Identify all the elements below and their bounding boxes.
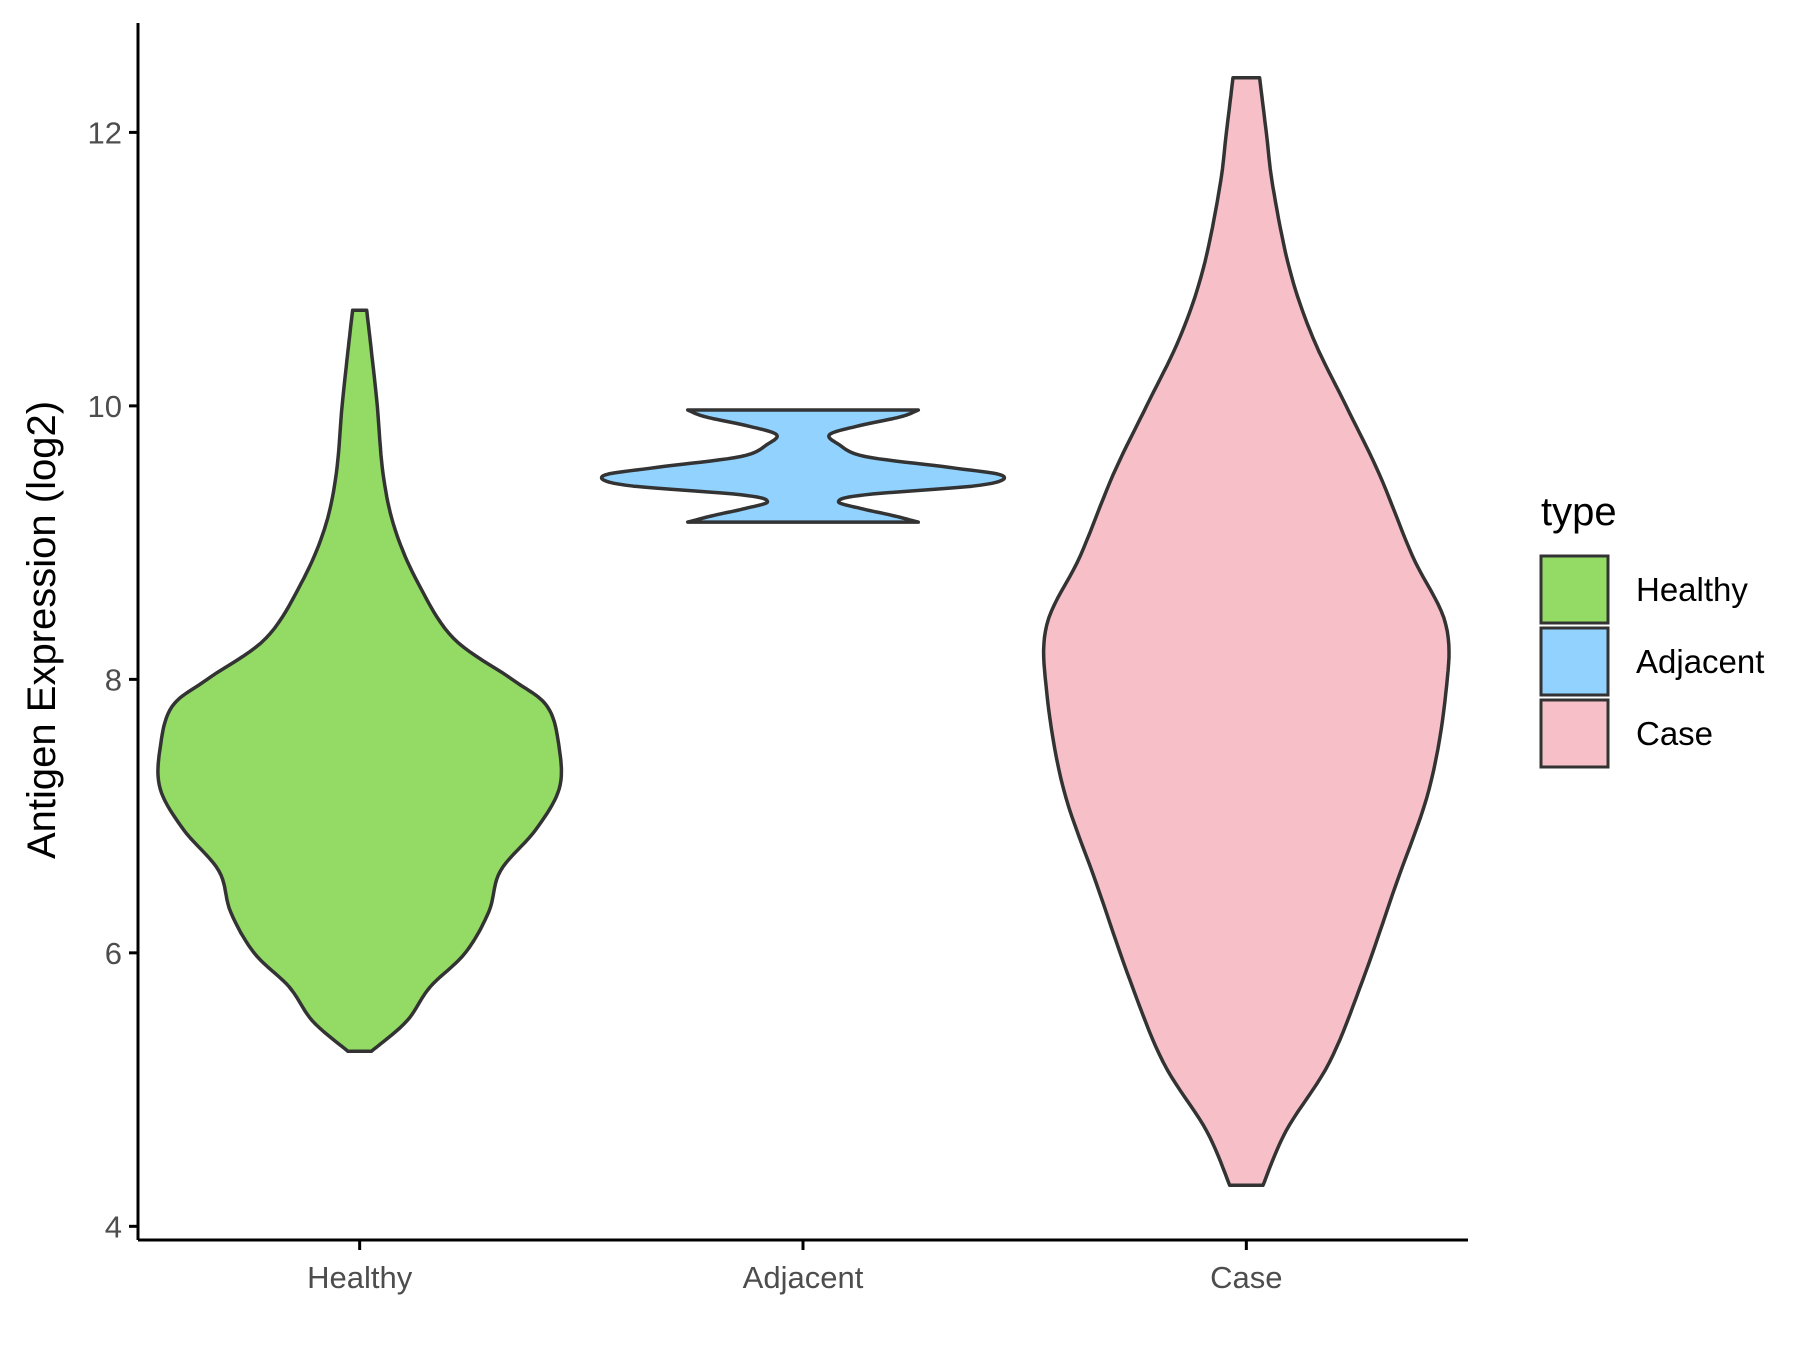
x-tick-label: Adjacent [743, 1260, 864, 1295]
x-tick-label: Healthy [307, 1260, 413, 1295]
y-tick-label: 6 [105, 936, 122, 971]
y-axis-ticks: 4 6 8 10 12 [88, 115, 138, 1244]
violin-adjacent [599, 408, 1007, 524]
y-tick-label: 12 [88, 115, 122, 150]
legend-label-case: Case [1636, 715, 1713, 752]
x-axis-ticks: Healthy Adjacent Case [307, 1240, 1283, 1295]
violin-case [1041, 75, 1451, 1188]
legend-key-adjacent [1539, 626, 1610, 697]
legend-label-adjacent: Adjacent [1636, 643, 1764, 680]
y-tick-label: 10 [88, 389, 122, 424]
y-tick-label: 8 [105, 662, 122, 697]
legend: type Healthy Adjacent Case [1539, 490, 1764, 769]
y-tick-label: 4 [105, 1209, 122, 1244]
violin-healthy [156, 308, 564, 1054]
violin-layer [156, 75, 1451, 1188]
legend-label-healthy: Healthy [1636, 571, 1748, 608]
legend-key-healthy [1539, 554, 1610, 625]
y-axis-title: Antigen Expression (log2) [20, 401, 64, 859]
legend-title: type [1541, 490, 1617, 534]
legend-key-case [1539, 698, 1610, 769]
x-tick-label: Case [1210, 1260, 1282, 1295]
